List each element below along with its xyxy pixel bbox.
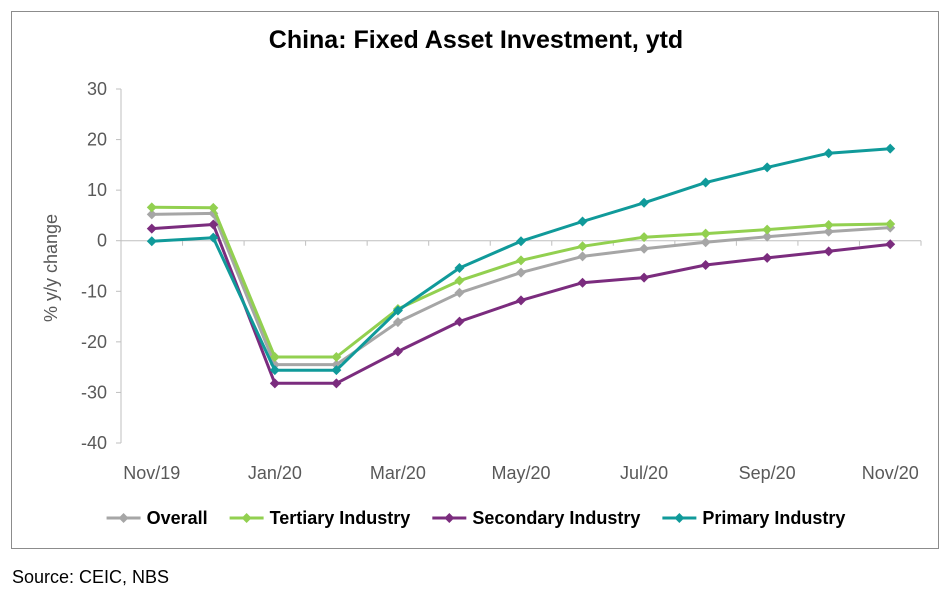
legend-entry: Tertiary Industry xyxy=(229,508,411,528)
legend-swatch-marker xyxy=(241,513,252,523)
x-tick-label: Nov/19 xyxy=(123,463,180,483)
series-point-0 xyxy=(700,237,711,248)
series-point-1 xyxy=(762,224,773,235)
x-tick-label: Mar/20 xyxy=(370,463,426,483)
series-point-3 xyxy=(516,236,526,247)
legend-entry: Overall xyxy=(106,508,208,528)
series-point-3 xyxy=(392,305,403,316)
y-tick-label: -20 xyxy=(81,332,107,352)
series-point-2 xyxy=(146,223,157,234)
series-point-0 xyxy=(639,243,650,254)
chart-frame xyxy=(11,11,939,549)
series-point-2 xyxy=(885,239,896,250)
series-point-0 xyxy=(516,267,526,278)
series-point-1 xyxy=(639,232,650,243)
y-tick-label: 10 xyxy=(87,180,107,200)
legend-swatch-marker xyxy=(444,513,455,523)
series-point-1 xyxy=(331,352,342,363)
x-tick-label: Jul/20 xyxy=(620,463,668,483)
series-point-2 xyxy=(577,277,588,288)
series-point-2 xyxy=(269,378,280,389)
y-tick-label: 20 xyxy=(87,130,107,150)
x-tick-label: Sep/20 xyxy=(739,463,796,483)
series-point-3 xyxy=(454,263,465,274)
series-point-1 xyxy=(208,202,219,213)
series-point-1 xyxy=(146,202,157,213)
series-point-2 xyxy=(208,219,219,230)
legend-label: Secondary Industry xyxy=(472,508,640,528)
y-axis-title: % y/y change xyxy=(41,214,61,322)
series-point-2 xyxy=(823,246,834,257)
y-tick-label: -40 xyxy=(81,433,107,453)
chart-title: China: Fixed Asset Investment, ytd xyxy=(268,26,684,54)
legend-label: Tertiary Industry xyxy=(270,508,411,528)
series-point-2 xyxy=(639,272,650,283)
x-tick-label: Nov/20 xyxy=(862,463,919,483)
x-tick-label: May/20 xyxy=(491,463,550,483)
series-point-0 xyxy=(146,209,157,220)
series-point-3 xyxy=(885,143,896,154)
line-chart: 30 20 10 0 -10 -20 -30 -40 Nov/19 Jan/20 Mar/20 May… xyxy=(41,79,922,528)
legend-swatch-marker xyxy=(674,513,685,523)
series-point-3 xyxy=(577,216,588,227)
series-point-2 xyxy=(454,316,465,327)
y-tick-label: -30 xyxy=(81,382,107,402)
legend-label: Overall xyxy=(147,508,208,528)
series-point-3 xyxy=(823,148,834,159)
series-point-3 xyxy=(762,162,773,173)
y-tick-label: 0 xyxy=(97,231,107,251)
series-point-1 xyxy=(577,241,588,252)
legend-entry: Secondary Industry xyxy=(432,508,640,528)
series-point-1 xyxy=(454,275,465,286)
series-point-0 xyxy=(762,231,773,242)
legend-swatch-marker xyxy=(118,513,129,523)
series-point-3 xyxy=(700,177,711,188)
series-point-0 xyxy=(454,287,465,298)
series-point-3 xyxy=(146,236,157,247)
series-point-0 xyxy=(392,317,403,328)
x-tick-label: Jan/20 xyxy=(248,463,302,483)
series-point-2 xyxy=(516,295,526,306)
legend-label: Primary Industry xyxy=(702,508,845,528)
series-point-1 xyxy=(823,220,834,231)
y-tick-label: -10 xyxy=(81,281,107,301)
series-point-1 xyxy=(516,255,526,266)
series-point-1 xyxy=(885,219,896,230)
series-point-0 xyxy=(823,226,834,237)
series-point-2 xyxy=(762,252,773,263)
series-point-1 xyxy=(700,228,711,239)
series-point-2 xyxy=(392,346,403,357)
series-point-3 xyxy=(331,365,342,376)
series-point-3 xyxy=(269,365,280,376)
source-note: Source: CEIC, NBS xyxy=(12,567,170,587)
legend-entry: Primary Industry xyxy=(662,508,845,528)
series-point-2 xyxy=(331,378,342,389)
series-point-0 xyxy=(577,251,588,262)
series-point-3 xyxy=(208,232,219,243)
series-point-2 xyxy=(700,259,711,270)
y-tick-label: 30 xyxy=(87,79,107,99)
series-point-1 xyxy=(269,352,280,363)
series-point-3 xyxy=(639,197,650,208)
